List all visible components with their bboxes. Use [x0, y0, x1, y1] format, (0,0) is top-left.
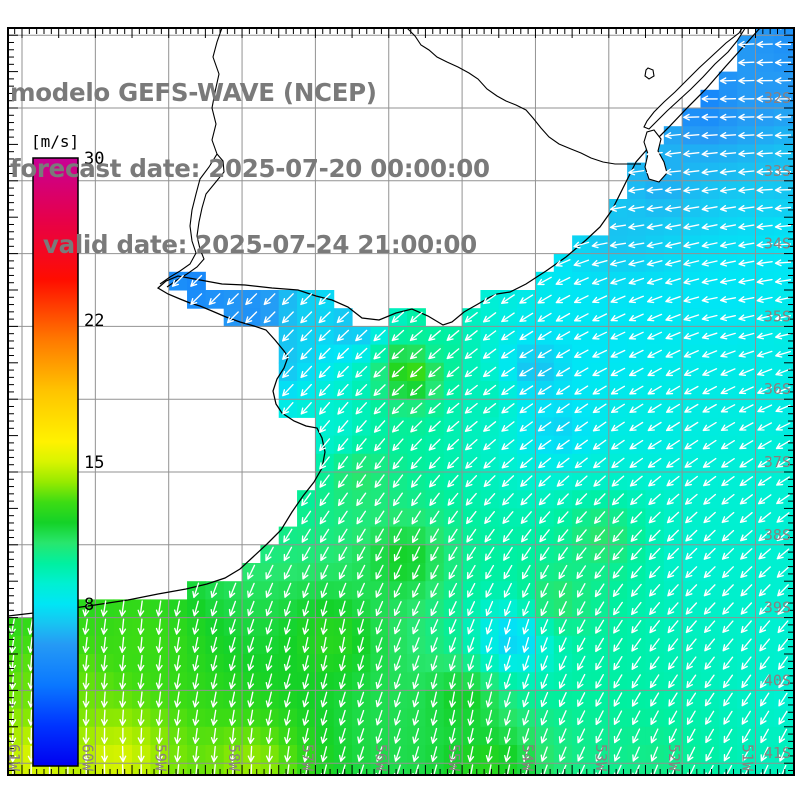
lon-label: 51W [739, 744, 757, 772]
lat-label: 34S [764, 235, 791, 253]
lon-label: 60W [78, 744, 96, 772]
coastline-layer [8, 28, 761, 617]
lat-label: 36S [764, 380, 791, 398]
lon-label: 61W [5, 744, 23, 772]
valid-date-line: valid date: 2025-07-24 21:00:00 [10, 230, 477, 260]
lon-label: 53W [592, 744, 610, 772]
lat-label: 39S [764, 599, 791, 617]
colorbar-tick-label: 8 [84, 595, 94, 615]
lon-label: 57W [298, 744, 316, 772]
border-ticks [9, 29, 793, 774]
colorbar: 30 22 15 8 [32, 149, 104, 767]
colorbar-tick-label: 30 [84, 149, 104, 169]
lagoon [644, 67, 655, 80]
river [406, 28, 641, 165]
lon-label: 59W [152, 744, 170, 772]
lon-label: 52W [665, 744, 683, 772]
colorbar-unit-label: [m/s] [31, 132, 80, 151]
lagoon [643, 129, 668, 183]
lat-lon-gridlines [8, 28, 794, 775]
title-block: modelo GEFS-WAVE (NCEP) forecast date: 2… [10, 29, 490, 308]
lon-label: 55W [445, 744, 463, 772]
model-title: modelo GEFS-WAVE (NCEP) [10, 77, 377, 107]
map-border [7, 27, 795, 776]
colorbar-tick-label: 22 [84, 311, 104, 331]
wind-direction-arrows [9, 28, 794, 775]
colorbar-gradient [32, 157, 79, 767]
lat-label: 38S [764, 526, 791, 544]
river [159, 28, 223, 285]
lat-label: 35S [764, 307, 791, 325]
lat-label: 33S [764, 162, 791, 180]
lagoon [643, 28, 746, 130]
lon-label: 58W [225, 744, 243, 772]
lat-label: 41S [764, 744, 791, 762]
lat-label: 37S [764, 453, 791, 471]
forecast-date-line: forecast date: 2025-07-20 00:00:00 [10, 154, 490, 184]
river [166, 153, 225, 288]
lat-label: 40S [764, 671, 791, 689]
lon-label: 54W [518, 744, 536, 772]
colorbar-tick-label: 15 [84, 453, 104, 473]
coastline [8, 28, 761, 617]
lon-label: 56W [372, 744, 390, 772]
lat-label: 32S [764, 89, 791, 107]
axis-labels: 32S 33S 34S 35S 36S 37S 38S 39S 40S 41S 61W 60W 59W 5… [5, 89, 791, 772]
